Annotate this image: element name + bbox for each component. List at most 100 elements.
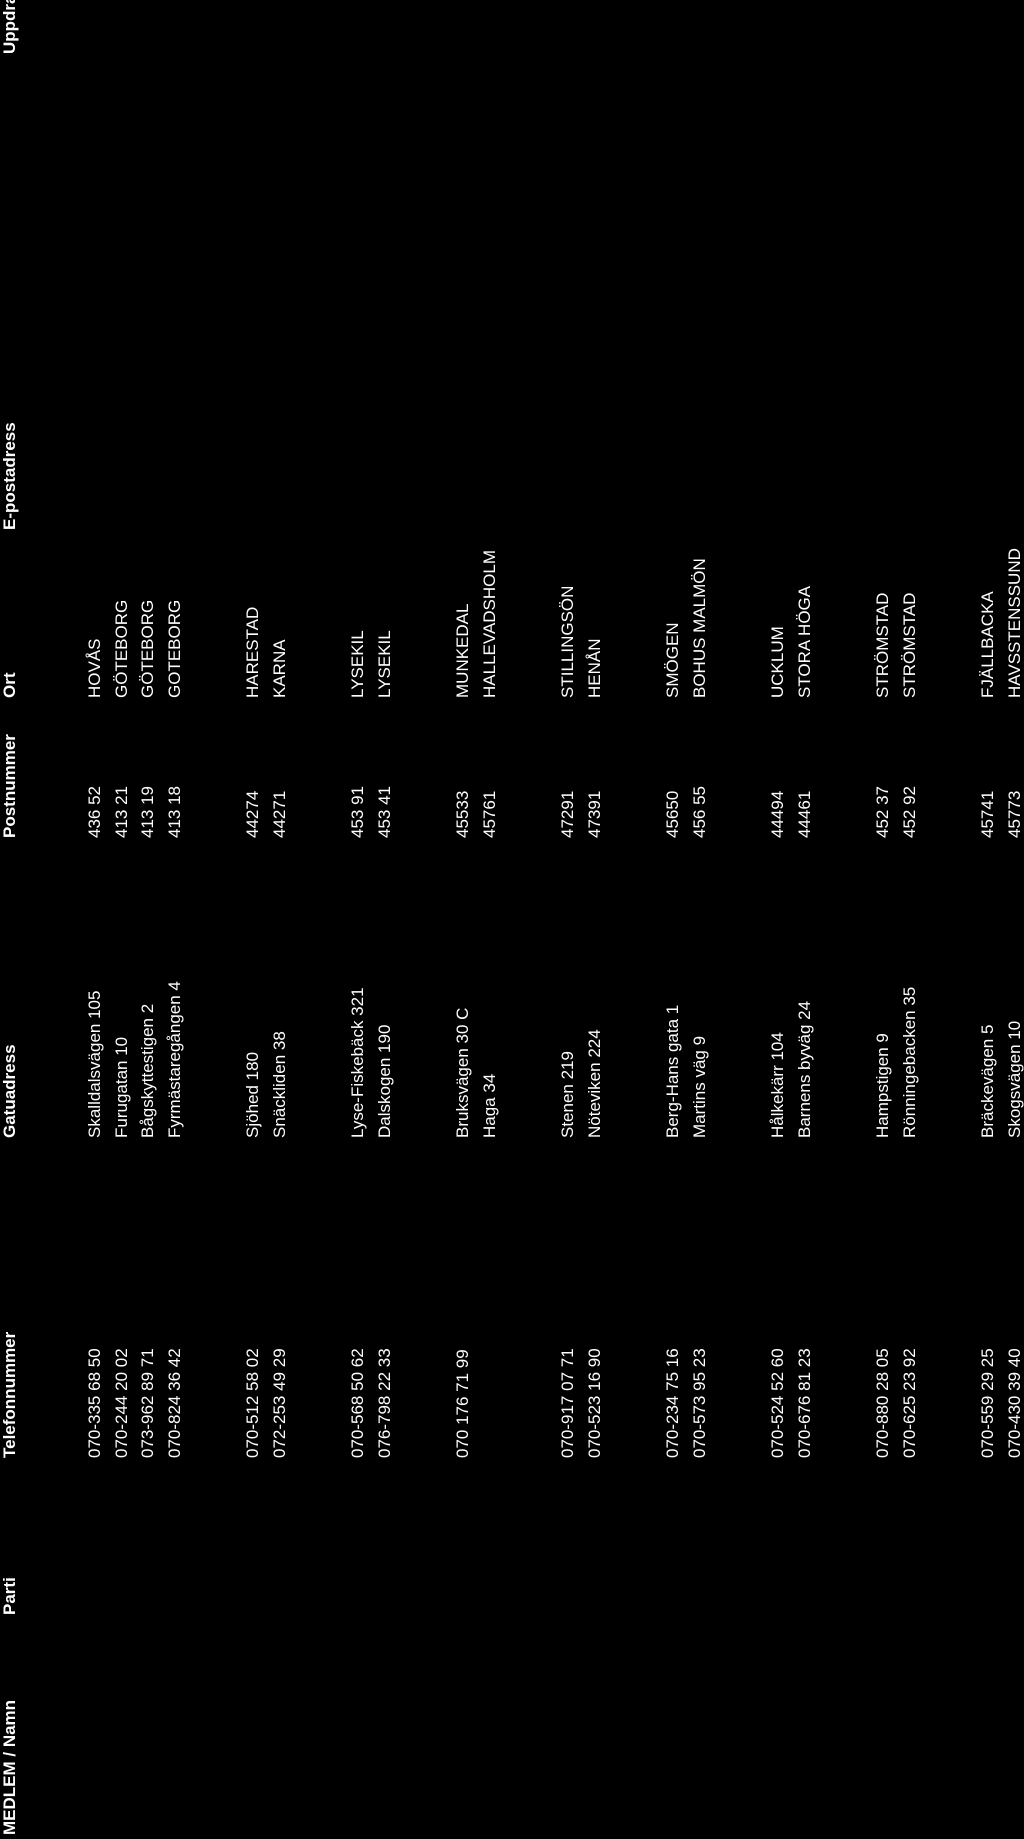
ort-cell: LYSEKIL: [374, 630, 394, 698]
telefon-cell: 070-880 28 05: [873, 1348, 892, 1458]
group-spacer: [293, 981, 345, 1138]
ort-cell: FJÄLLBACKA: [978, 591, 997, 698]
postnummer-cell: 452 92: [899, 786, 919, 838]
gatuadress-cell: Bågskyttestigen 2: [138, 1003, 157, 1138]
postnummer-cell: 45761: [479, 790, 499, 838]
header-telefonnummer: Telefonnummer: [0, 1331, 19, 1458]
telefon-cell: 070-335 68 50: [85, 1348, 104, 1458]
ort-cell: HENÅN: [584, 638, 604, 698]
group-spacer: [188, 981, 240, 1138]
telefon-cell: 070-676 81 23: [794, 1348, 814, 1458]
group-spacer: [923, 981, 975, 1138]
postnummer-cell: 456 55: [689, 786, 709, 838]
telefon-cell: 076-798 22 33: [374, 1348, 394, 1458]
group-spacer: [608, 981, 660, 1138]
group-spacer: [818, 981, 870, 1138]
telefon-cell: 070-234 75 16: [663, 1348, 682, 1458]
ort-cell: STILLINGSÖN: [558, 585, 577, 698]
group-spacer: [398, 1348, 450, 1458]
postnummer-cell: 44274: [243, 790, 262, 838]
group-spacer: [608, 548, 660, 698]
group-spacer: [188, 786, 240, 838]
header-epostadress: E-postadress: [0, 422, 19, 530]
postnummer-cell: 452 37: [873, 786, 892, 838]
ort-cell: HARESTAD: [243, 606, 262, 698]
postnummer-cell: 413 18: [164, 786, 184, 838]
gatuadress-cell: Lyse-Fiskebäck 321: [348, 987, 367, 1138]
group-spacer: [188, 1348, 240, 1458]
group-spacer: [713, 981, 765, 1138]
postnummer-cell: 45533: [453, 790, 472, 838]
group-spacer: [293, 548, 345, 698]
gatuadress-cell: Dalskogen 190: [374, 1024, 394, 1138]
telefon-cell: 070 176 71 99: [453, 1349, 472, 1458]
ort-cell: HOVÅS: [85, 638, 104, 698]
ort-cell: GÖTEBORG: [138, 599, 157, 698]
group-spacer: [818, 1348, 870, 1458]
postnummer-cell: 453 91: [348, 786, 367, 838]
column-ort: HOVÅS GÖTEBORG GÖTEBORG GOTEBORG HARESTAD KAR…: [82, 548, 1024, 698]
group-spacer: [923, 1348, 975, 1458]
group-spacer: [398, 548, 450, 698]
group-spacer: [503, 548, 555, 698]
telefon-cell: 070-573 95 23: [689, 1348, 709, 1458]
ort-cell: LYSEKIL: [348, 630, 367, 698]
gatuadress-cell: Haga 34: [479, 1073, 499, 1138]
postnummer-cell: 45650: [663, 790, 682, 838]
gatuadress-cell: Hålkekärr 104: [768, 1032, 787, 1138]
ort-cell: STRÖMSTAD: [873, 592, 892, 698]
group-spacer: [398, 981, 450, 1138]
header-gatuadress: Gatuadress: [0, 1044, 19, 1138]
header-parti: Parti: [0, 1577, 19, 1615]
column-telefonnummer: 070-335 68 50 070-244 20 02 073-962 89 71 0…: [82, 1348, 1024, 1458]
telefon-cell: 070-524 52 60: [768, 1348, 787, 1458]
column-gatuadress: Skalldalsvägen 105 Furugatan 10 Bågskyttes…: [82, 981, 1024, 1138]
ort-cell: UCKLUM: [768, 626, 787, 698]
ort-cell: STRÖMSTAD: [899, 592, 919, 698]
postnummer-cell: 44461: [794, 790, 814, 838]
column-postnummer: 436 52 413 21 413 19 413 18 44274 44271 453 91…: [82, 786, 1024, 838]
gatuadress-cell: Snäckliden 38: [269, 1031, 289, 1138]
header-uppdrag: Uppdrag: [0, 0, 19, 54]
ort-cell: GÖTEBORG: [111, 599, 131, 698]
gatuadress-cell: Bräckevägen 5: [978, 1024, 997, 1138]
group-spacer: [503, 1348, 555, 1458]
ort-cell: STORA HÖGA: [794, 585, 814, 698]
header-ort: Ort: [0, 672, 19, 699]
group-spacer: [713, 786, 765, 838]
ort-cell: GOTEBORG: [164, 599, 184, 698]
gatuadress-cell: Berg-Hans gata 1: [663, 1004, 682, 1138]
header-namn: MEDLEM / Namn: [0, 1699, 19, 1835]
telefon-cell: 070-917 07 71: [558, 1348, 577, 1458]
postnummer-cell: 47391: [584, 790, 604, 838]
ort-cell: HALLEVADSHOLM: [479, 549, 499, 698]
group-spacer: [503, 981, 555, 1138]
group-spacer: [398, 786, 450, 838]
group-spacer: [818, 786, 870, 838]
gatuadress-cell: Hampstigen 9: [873, 1033, 892, 1138]
group-spacer: [188, 548, 240, 698]
gatuadress-cell: Sjöhed 180: [243, 1051, 262, 1138]
group-spacer: [608, 1348, 660, 1458]
telefon-cell: 070-512 58 02: [243, 1348, 262, 1458]
telefon-cell: 070-625 23 92: [899, 1348, 919, 1458]
postnummer-cell: 453 41: [374, 786, 394, 838]
gatuadress-cell: Bruksvägen 30 C: [453, 1007, 472, 1138]
ort-cell: SMÖGEN: [663, 622, 682, 698]
telefon-cell: 070-523 16 90: [584, 1348, 604, 1458]
group-spacer: [293, 1348, 345, 1458]
group-spacer: [608, 786, 660, 838]
group-spacer: [713, 548, 765, 698]
telefon-cell: 072-253 49 29: [269, 1348, 289, 1458]
telefon-cell: 070-430 39 40: [1004, 1348, 1024, 1458]
gatuadress-cell: Furugatan 10: [111, 1036, 131, 1138]
gatuadress-cell: Rönningebacken 35: [899, 986, 919, 1138]
telefon-cell: 070-568 50 62: [348, 1348, 367, 1458]
postnummer-cell: 44271: [269, 790, 289, 838]
ort-cell: HAVSSTENSSUND: [1004, 548, 1024, 698]
group-spacer: [713, 1348, 765, 1458]
group-spacer: [503, 786, 555, 838]
postnummer-cell: 45773: [1004, 790, 1024, 838]
postnummer-cell: 436 52: [85, 786, 104, 838]
